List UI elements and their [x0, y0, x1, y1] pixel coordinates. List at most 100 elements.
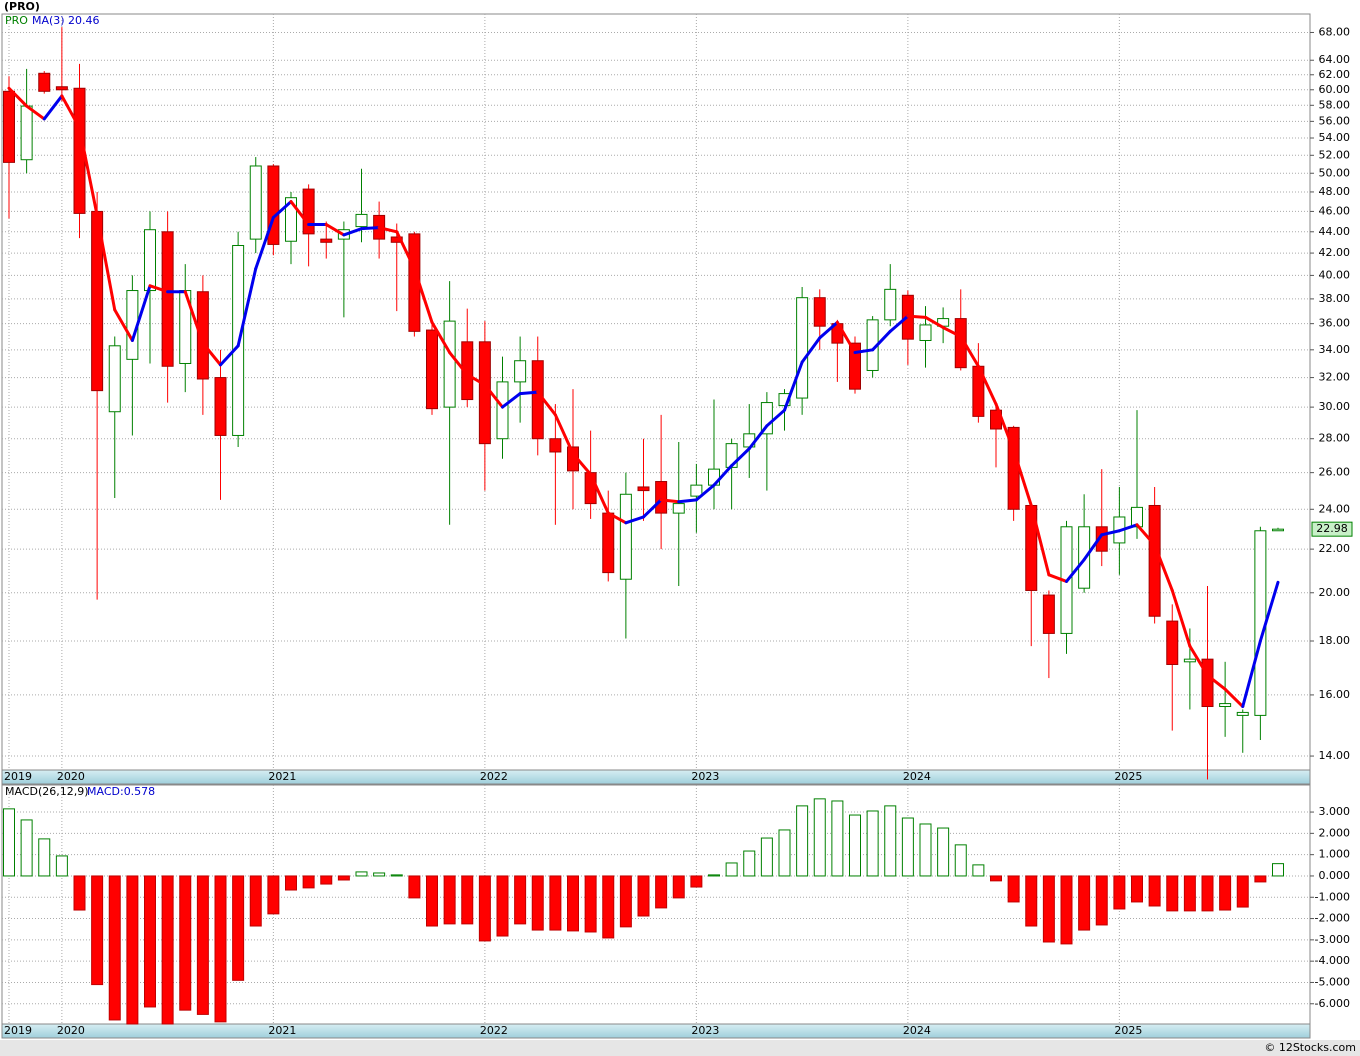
macd-bar: [320, 875, 333, 885]
y-tick-label: 26.00: [1319, 466, 1351, 479]
ma-segment: [1223, 687, 1245, 709]
candle-body: [884, 288, 897, 321]
ma-segment: [271, 200, 293, 219]
candle-body: [3, 90, 15, 163]
macd-bar: [232, 875, 245, 981]
candle-body: [813, 297, 826, 327]
ma-segment: [465, 373, 487, 387]
ma-segment: [219, 344, 240, 367]
ma-segment: [976, 364, 998, 406]
y-tick-label: -6.000: [1315, 997, 1350, 1010]
macd-bar: [461, 875, 474, 925]
candle-body: [531, 360, 544, 440]
ma-segment: [130, 284, 152, 342]
candle-body: [919, 324, 932, 341]
y-tick-label: -3.000: [1315, 933, 1350, 946]
y-tick-label: 1.000: [1319, 848, 1351, 861]
candle-body: [1148, 504, 1161, 617]
macd-bar: [760, 837, 773, 877]
macd-bar: [443, 875, 456, 925]
macd-bar: [1025, 875, 1038, 927]
y-tick-label: -1.000: [1315, 890, 1350, 903]
candle-body: [443, 320, 456, 408]
candle-body: [637, 486, 650, 492]
y-tick-label: 24.00: [1319, 502, 1351, 515]
candle-body: [1042, 594, 1055, 634]
candle-body: [196, 291, 209, 380]
x-tick-label: 2025: [1114, 1024, 1142, 1037]
ma-value: 20.46: [68, 14, 100, 27]
macd-bar: [161, 875, 174, 1025]
ma-segment: [835, 320, 857, 355]
ma-segment: [853, 348, 875, 355]
ma-segment: [1082, 533, 1104, 562]
macd-bar: [478, 875, 491, 942]
x-tick-label: 2025: [1114, 770, 1142, 783]
candle-body: [1166, 620, 1179, 665]
candle-body: [619, 493, 632, 580]
ma-segment: [1188, 644, 1209, 677]
ma-segment: [888, 314, 910, 333]
ma-segment: [377, 226, 399, 234]
y-tick-label: -5.000: [1315, 975, 1350, 988]
y-tick-label: -4.000: [1315, 954, 1350, 967]
ma-segment: [906, 314, 927, 319]
ma-segment: [800, 336, 822, 364]
candle-body: [20, 105, 33, 161]
candle-body: [1095, 526, 1108, 552]
candle-body: [320, 238, 333, 243]
ma-segment: [412, 267, 434, 324]
x-tick-label: 2021: [268, 1024, 296, 1037]
y-tick-label: 36.00: [1319, 317, 1351, 330]
ma-segment: [589, 472, 610, 515]
candle-body: [1201, 658, 1214, 708]
ma-segment: [95, 213, 117, 312]
y-tick-label: 56.00: [1319, 114, 1351, 127]
ma-segment: [78, 126, 99, 217]
macd-bar: [267, 875, 280, 915]
macd-bar: [355, 871, 368, 877]
macd-bar: [1042, 875, 1055, 943]
macd-bar: [549, 875, 562, 931]
ma-segment: [536, 390, 557, 417]
candle-body: [249, 165, 262, 240]
macd-bar: [831, 800, 844, 877]
ma-segment: [1029, 503, 1051, 577]
candle-body: [796, 297, 809, 399]
ma-segment: [501, 392, 522, 409]
ma-segment: [148, 284, 170, 294]
macd-bar: [249, 875, 262, 927]
ma-segment: [765, 408, 786, 428]
price-tag: [1311, 521, 1353, 537]
y-tick-label: 0.000: [1319, 869, 1351, 882]
macd-bar: [390, 874, 403, 877]
ma-segment: [25, 104, 46, 121]
y-tick-label: 50.00: [1319, 166, 1351, 179]
ma-segment: [1135, 523, 1157, 547]
macd-bar: [1219, 875, 1232, 911]
candle-body: [549, 438, 562, 453]
y-tick-label: 14.00: [1319, 749, 1351, 762]
ma-segment: [1065, 558, 1086, 583]
ma-segment: [60, 94, 81, 130]
macd-bar: [1254, 875, 1267, 883]
y-tick-label: 62.00: [1319, 68, 1351, 81]
ma-segment: [113, 308, 134, 342]
y-tick-label: 22.00: [1319, 542, 1351, 555]
x-tick-label: 2022: [480, 1024, 508, 1037]
x-tick-label: 2019: [4, 1024, 32, 1037]
candle-body: [1219, 703, 1232, 708]
macd-bar: [849, 814, 861, 877]
ma-segment: [324, 223, 346, 237]
x-tick-label: 2023: [691, 1024, 719, 1037]
macd-bar: [884, 805, 897, 877]
ma-segment: [183, 290, 205, 345]
macd-bar: [919, 823, 932, 877]
macd-bar: [1007, 875, 1020, 903]
macd-bar: [655, 875, 668, 909]
macd-bar: [1095, 875, 1108, 926]
ma-segment: [642, 498, 663, 519]
candle-body: [108, 345, 121, 413]
macd-bar: [1236, 875, 1249, 908]
